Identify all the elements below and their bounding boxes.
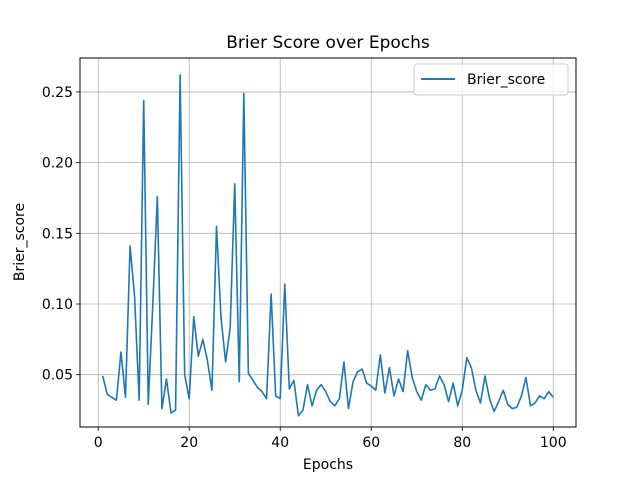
- y-tick-label: 0.10: [42, 297, 73, 313]
- series-layer: [101, 74, 554, 417]
- chart-title: Brier Score over Epochs: [226, 33, 430, 53]
- plot-frame: [79, 57, 577, 428]
- legend-label: Brier_score: [467, 72, 545, 88]
- series-line-brier-score: [101, 74, 554, 417]
- y-axis-label: Brier_score: [12, 203, 28, 281]
- y-tick-label: 0.15: [42, 226, 73, 242]
- x-tick-label: 40: [271, 435, 289, 451]
- y-tick-label: 0.25: [42, 85, 73, 101]
- x-tick-label: 100: [540, 435, 567, 451]
- y-tick-label: 0.05: [42, 368, 73, 384]
- x-tick-label: 20: [180, 435, 198, 451]
- x-tick-label: 0: [94, 435, 103, 451]
- x-tick-label: 60: [362, 435, 380, 451]
- ticks: 0 20 40 60 80 100 0.05 0.10 0.15 0.20 0.25: [42, 85, 567, 451]
- legend: Brier_score: [413, 63, 569, 96]
- x-axis-label: Epochs: [303, 457, 353, 473]
- legend-box: [413, 63, 569, 96]
- y-tick-label: 0.20: [42, 156, 73, 172]
- x-tick-label: 80: [453, 435, 471, 451]
